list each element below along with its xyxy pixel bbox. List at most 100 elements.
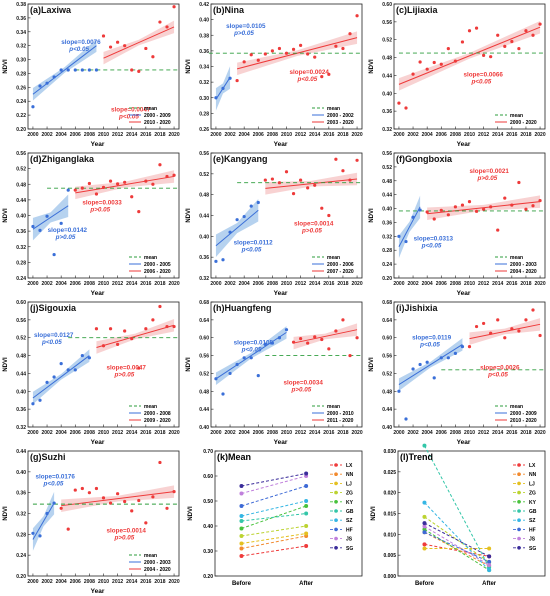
- panel-2: 0.32 0.36 0.40 0.44 0.48 0.52 0.56 0.60 2000 2002…: [369, 2, 546, 148]
- series-line: [241, 485, 307, 507]
- panel-0: 0.20 0.22 0.24 0.26 0.28 0.30 0.32 0.34 0.36 0.38…: [3, 2, 180, 148]
- plot-frame: [214, 450, 363, 577]
- y-tick-label: 0.40: [199, 425, 209, 431]
- data-point: [52, 75, 56, 79]
- legend-series-label: 2000 - 2002: [327, 113, 354, 119]
- data-point: [221, 86, 225, 90]
- y-tick-label: 0.52: [16, 167, 26, 173]
- y-tick-label: 0.28: [16, 532, 26, 538]
- legend-mean-label: mean: [510, 404, 523, 410]
- x-tick-label: 2006: [70, 430, 81, 436]
- data-point: [94, 68, 99, 72]
- data-point: [108, 45, 113, 49]
- data-point: [221, 258, 225, 262]
- data-point: [422, 530, 427, 535]
- p-value-annotation: p<0.05: [241, 347, 262, 354]
- data-point: [284, 328, 289, 332]
- legend-marker: [334, 509, 338, 513]
- x-tick-label: 2012: [295, 132, 306, 138]
- legend-label: LJ: [346, 481, 352, 487]
- data-point: [313, 183, 317, 187]
- series-line: [241, 473, 307, 487]
- data-point: [172, 5, 176, 9]
- legend-mean-label: mean: [144, 106, 157, 112]
- data-point: [489, 205, 493, 209]
- trend-line: [265, 178, 358, 189]
- trend-line: [32, 205, 69, 230]
- y-tick-label: 0.010: [383, 532, 396, 538]
- data-point: [172, 490, 176, 494]
- x-tick-label: 2016: [506, 281, 517, 287]
- legend-label: KY: [346, 500, 354, 506]
- y-axis-label: NDVI: [371, 506, 377, 521]
- x-tick-label: 2004: [239, 430, 250, 436]
- data-point: [487, 546, 492, 551]
- slope-annotation: slope=0.0026: [480, 365, 520, 372]
- x-tick-label: 2016: [140, 579, 151, 585]
- x-tick-label: 2008: [450, 281, 461, 287]
- y-tick-label: 0.60: [382, 2, 392, 8]
- x-tick-label: 2000: [210, 132, 221, 138]
- y-tick-label: 0.32: [382, 234, 392, 240]
- legend-marker: [334, 546, 338, 550]
- data-point: [355, 336, 359, 340]
- plot-frame: [393, 3, 546, 130]
- y-tick-label: 0.56: [16, 151, 26, 157]
- series-line: [424, 543, 490, 557]
- slope-annotation: slope=0.0034: [283, 380, 323, 387]
- x-tick-label: 2010: [281, 430, 292, 436]
- data-point: [80, 68, 84, 72]
- y-tick-label: 0.44: [382, 193, 392, 199]
- legend-series-label: 2000 - 2006: [327, 262, 354, 268]
- y-tick-label: 0.20: [16, 574, 26, 580]
- data-point: [228, 230, 232, 234]
- y-tick-label: 0.20: [203, 574, 213, 580]
- y-tick-label: 0.26: [16, 85, 26, 91]
- data-point: [306, 186, 310, 190]
- series-line: [241, 545, 307, 557]
- data-point: [101, 344, 106, 348]
- x-tick-label: 2004: [239, 281, 250, 287]
- y-tick-label: 0.24: [16, 99, 26, 105]
- data-point: [94, 327, 99, 331]
- x-tick-label: 2000: [393, 281, 404, 287]
- data-point: [482, 321, 486, 326]
- x-tick-label: 2016: [140, 430, 151, 436]
- y-tick-label: 0.32: [16, 245, 26, 251]
- y-tick-label: 0.48: [382, 179, 392, 185]
- x-axis-label: Year: [91, 588, 105, 595]
- y-tick-label: 0.28: [199, 111, 209, 117]
- data-point: [270, 49, 274, 53]
- data-point: [397, 101, 401, 105]
- trend-line: [398, 26, 541, 85]
- y-axis-label: NDVI: [3, 357, 9, 372]
- x-tick-label: 2002: [41, 132, 52, 138]
- x-axis-label: Year: [91, 439, 105, 446]
- x-tick-label: 2008: [84, 430, 95, 436]
- x-tick-label: 2016: [140, 132, 151, 138]
- trend-line: [398, 206, 421, 247]
- data-point: [432, 217, 436, 221]
- x-tick-label: 2000: [27, 281, 38, 287]
- legend-label: SZ: [346, 518, 352, 524]
- data-point: [341, 169, 345, 173]
- data-point: [277, 181, 282, 185]
- slope-annotation: slope=0.0105: [234, 340, 274, 347]
- data-point: [249, 356, 253, 360]
- y-tick-label: 0.56: [382, 20, 392, 26]
- legend-marker: [517, 509, 521, 513]
- data-point: [239, 541, 244, 546]
- panel-10: 0.20 0.30 0.40 0.50 0.60 0.70 Before After NDVI (…: [188, 449, 363, 587]
- y-tick-label: 0.32: [382, 127, 392, 133]
- series-line: [424, 522, 490, 557]
- x-axis-label: Year: [457, 439, 471, 446]
- data-point: [31, 105, 35, 109]
- y-tick-label: 0.42: [199, 2, 209, 8]
- x-tick-label: 2008: [84, 132, 95, 138]
- data-point: [460, 345, 465, 349]
- data-point: [397, 234, 401, 238]
- x-tick-label: 2002: [224, 281, 235, 287]
- data-point: [482, 207, 486, 211]
- data-point: [334, 157, 338, 161]
- x-tick-label: 2012: [295, 281, 306, 287]
